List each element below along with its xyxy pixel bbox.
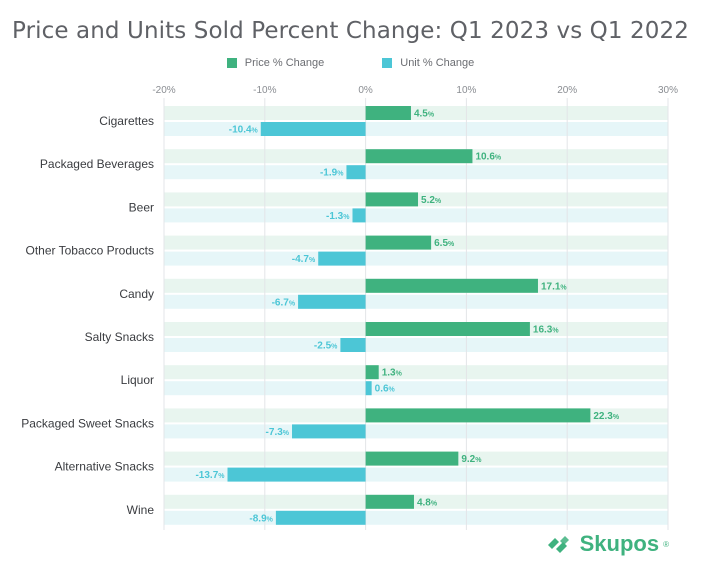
unit-value-label: -1.9% — [320, 168, 344, 179]
chart-title: Price and Units Sold Percent Change: Q1 … — [12, 18, 689, 44]
unit-band — [164, 381, 668, 396]
x-tick-label: 20% — [557, 85, 577, 96]
x-tick-label: -20% — [152, 85, 175, 96]
unit-band — [164, 510, 668, 525]
unit-band — [164, 294, 668, 309]
price-bar — [365, 494, 414, 509]
legend-swatch-price — [226, 58, 237, 68]
category-label: Cigarettes — [99, 114, 154, 128]
unit-value-label: -4.7% — [292, 254, 316, 265]
unit-value-label: -2.5% — [314, 341, 338, 352]
brand-name: Skupos — [579, 531, 660, 556]
unit-band — [164, 338, 668, 352]
unit-band — [164, 251, 668, 266]
price-value-label: 17.1% — [541, 281, 567, 292]
unit-bar — [365, 381, 372, 396]
price-bar — [365, 451, 459, 466]
category-label: Beer — [129, 200, 154, 214]
price-bar — [365, 192, 419, 207]
category-label: Salty Snacks — [85, 330, 154, 344]
unit-value-label: -6.7% — [272, 297, 296, 308]
legend-swatch-unit — [382, 58, 393, 68]
x-tick-label: 10% — [456, 85, 476, 96]
legend: Price % Change Unit % Change — [0, 57, 701, 69]
price-bar — [365, 408, 591, 423]
unit-bar — [318, 251, 366, 266]
skupos-logo-icon — [547, 536, 569, 553]
category-label: Other Tobacco Products — [25, 244, 154, 258]
price-value-label: 5.2% — [421, 195, 442, 206]
unit-bar — [292, 424, 366, 439]
price-value-label: 9.2% — [461, 454, 482, 465]
price-value-label: 22.3% — [593, 411, 619, 422]
x-tick-label: 30% — [658, 85, 678, 96]
unit-bar — [275, 510, 366, 525]
price-bar — [365, 322, 530, 336]
unit-bar — [298, 294, 366, 309]
unit-value-label: -13.7% — [195, 470, 225, 481]
category-label: Liquor — [121, 373, 154, 387]
price-bar — [365, 365, 379, 380]
brand-mark: ® — [663, 539, 669, 549]
unit-value-label: 0.6% — [375, 384, 396, 395]
unit-bar — [352, 208, 366, 223]
unit-bar — [346, 165, 366, 180]
x-tick-label: 0% — [358, 85, 373, 96]
unit-band — [164, 208, 668, 223]
unit-value-label: -8.9% — [249, 513, 273, 524]
price-value-label: 6.5% — [434, 238, 455, 249]
legend-label-price: Price % Change — [244, 57, 325, 69]
price-value-label: 4.5% — [414, 109, 435, 120]
x-tick-label: -10% — [253, 85, 276, 96]
unit-bar — [227, 467, 366, 482]
category-label: Alternative Snacks — [55, 460, 154, 474]
unit-bar — [340, 338, 366, 352]
unit-value-label: -10.4% — [229, 125, 259, 136]
unit-band — [164, 165, 668, 180]
price-bar — [365, 235, 432, 250]
brand-logo: Skupos ® — [546, 531, 669, 557]
unit-value-label: -7.3% — [266, 427, 290, 438]
category-label: Packaged Beverages — [40, 157, 154, 171]
price-value-label: 16.3% — [533, 325, 559, 336]
category-label: Candy — [119, 287, 154, 301]
price-bar — [365, 149, 473, 164]
unit-bar — [260, 122, 366, 136]
price-bar — [365, 278, 538, 293]
price-value-label: 10.6% — [475, 152, 501, 163]
price-band — [164, 365, 668, 380]
category-label: Packaged Sweet Snacks — [21, 416, 154, 430]
legend-label-unit: Unit % Change — [400, 57, 475, 69]
unit-band — [164, 424, 668, 439]
price-value-label: 4.8% — [417, 497, 438, 508]
price-band — [164, 106, 668, 120]
price-band — [164, 494, 668, 509]
legend-item-unit: Unit % Change — [382, 57, 474, 69]
unit-value-label: -1.3% — [326, 211, 350, 222]
category-label: Wine — [127, 503, 155, 517]
legend-item-price: Price % Change — [226, 57, 325, 69]
price-bar — [365, 106, 411, 120]
price-value-label: 1.3% — [382, 368, 403, 379]
